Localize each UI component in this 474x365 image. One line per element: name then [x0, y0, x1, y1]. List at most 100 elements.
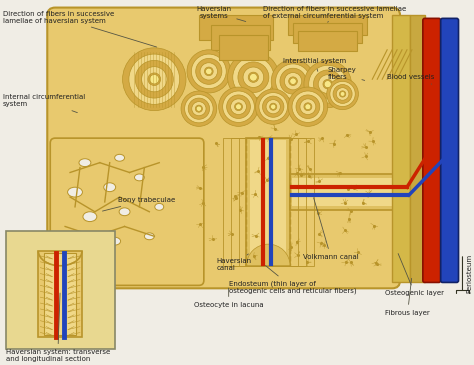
Ellipse shape	[68, 187, 82, 197]
Bar	[38, 251, 82, 337]
Bar	[6, 231, 115, 349]
Circle shape	[270, 103, 277, 110]
Circle shape	[238, 62, 269, 93]
Circle shape	[309, 65, 347, 103]
Ellipse shape	[145, 233, 155, 240]
Text: Fibrous layer: Fibrous layer	[385, 278, 430, 316]
Circle shape	[219, 87, 258, 126]
Ellipse shape	[104, 183, 116, 192]
Bar	[44, 253, 76, 335]
Text: Bony trabeculae: Bony trabeculae	[102, 197, 175, 211]
Text: Direction of fibers in successive lamellae
of external circumferential system: Direction of fibers in successive lamell…	[263, 5, 407, 22]
Circle shape	[191, 54, 226, 89]
Circle shape	[313, 70, 342, 98]
Circle shape	[135, 60, 173, 98]
Text: Haversian
systems: Haversian systems	[196, 5, 246, 22]
Text: Blood vessels: Blood vessels	[387, 74, 435, 84]
Circle shape	[327, 78, 358, 110]
Text: Interstitial system: Interstitial system	[283, 58, 346, 72]
Bar	[211, 25, 270, 50]
Circle shape	[129, 54, 180, 104]
Circle shape	[142, 67, 167, 92]
Bar	[223, 138, 314, 266]
Circle shape	[235, 103, 243, 111]
Bar	[246, 138, 290, 266]
Text: Haversian
canal: Haversian canal	[217, 254, 252, 271]
Circle shape	[324, 81, 331, 88]
Circle shape	[333, 85, 352, 103]
Circle shape	[271, 59, 315, 103]
Circle shape	[323, 80, 332, 89]
Circle shape	[227, 95, 250, 119]
FancyBboxPatch shape	[423, 18, 441, 283]
Circle shape	[196, 58, 222, 84]
Ellipse shape	[83, 212, 97, 222]
Circle shape	[290, 78, 296, 84]
Circle shape	[148, 73, 161, 85]
Text: Direction of fibers in successive
lamellae of haversian system: Direction of fibers in successive lamell…	[3, 11, 156, 47]
Text: Osteocyte in lacuna: Osteocyte in lacuna	[194, 288, 264, 308]
Circle shape	[266, 100, 280, 114]
Circle shape	[123, 48, 186, 111]
Circle shape	[188, 98, 210, 119]
Bar	[230, 138, 306, 266]
Ellipse shape	[79, 159, 91, 166]
Bar	[290, 174, 409, 210]
Text: Osteogenic layer: Osteogenic layer	[385, 254, 444, 296]
Bar	[298, 31, 357, 51]
Text: Periosteum: Periosteum	[466, 254, 473, 293]
Circle shape	[228, 52, 279, 103]
Circle shape	[230, 99, 246, 115]
Circle shape	[288, 87, 328, 126]
Circle shape	[195, 105, 202, 112]
Wedge shape	[246, 244, 290, 266]
Circle shape	[305, 104, 311, 110]
Ellipse shape	[73, 240, 86, 249]
Circle shape	[200, 63, 218, 80]
Text: Internal circumferential
system: Internal circumferential system	[3, 94, 85, 113]
Text: Endosteum (thin layer of
osteogenic cells and reticular fibers): Endosteum (thin layer of osteogenic cell…	[228, 265, 356, 295]
Ellipse shape	[115, 154, 125, 161]
Circle shape	[300, 99, 316, 115]
FancyBboxPatch shape	[50, 138, 204, 285]
Circle shape	[304, 61, 352, 108]
Circle shape	[196, 106, 201, 111]
Bar	[293, 23, 363, 43]
Circle shape	[192, 101, 206, 116]
Circle shape	[339, 91, 346, 97]
Bar	[238, 138, 298, 266]
FancyBboxPatch shape	[441, 18, 458, 283]
Circle shape	[284, 73, 302, 90]
Circle shape	[296, 95, 320, 119]
Circle shape	[336, 88, 349, 100]
Circle shape	[330, 81, 355, 107]
Circle shape	[187, 50, 230, 93]
FancyBboxPatch shape	[47, 8, 400, 288]
Circle shape	[243, 67, 264, 88]
Circle shape	[280, 68, 306, 94]
Circle shape	[275, 64, 310, 99]
Text: Volkmann canal: Volkmann canal	[303, 198, 359, 260]
Circle shape	[318, 75, 337, 93]
Bar	[292, 178, 407, 206]
Bar	[288, 15, 367, 35]
Circle shape	[340, 92, 345, 96]
Bar	[392, 15, 410, 283]
Circle shape	[289, 77, 297, 85]
Circle shape	[292, 91, 324, 122]
Circle shape	[263, 96, 284, 117]
Circle shape	[249, 73, 257, 81]
Ellipse shape	[155, 203, 164, 210]
Circle shape	[206, 68, 212, 74]
Circle shape	[248, 72, 258, 82]
Bar	[199, 15, 273, 40]
Circle shape	[236, 104, 241, 110]
Circle shape	[255, 89, 291, 124]
Circle shape	[184, 95, 213, 123]
Ellipse shape	[119, 208, 130, 216]
Circle shape	[259, 93, 287, 121]
Circle shape	[181, 91, 217, 126]
Circle shape	[233, 57, 274, 98]
Text: Haversian system: transverse
and longitudinal section: Haversian system: transverse and longitu…	[6, 293, 110, 362]
Circle shape	[271, 104, 276, 110]
